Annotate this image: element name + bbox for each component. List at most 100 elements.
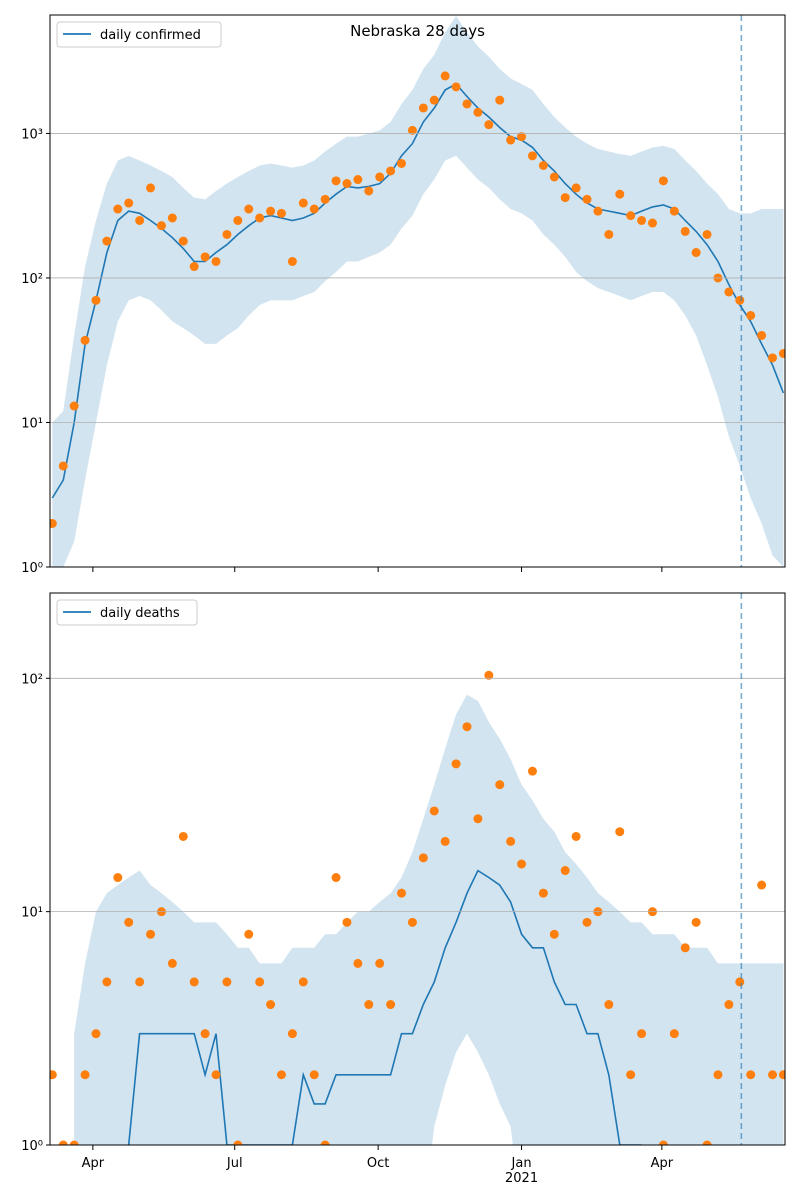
observed-point (440, 836, 450, 846)
observed-point (571, 183, 581, 193)
observed-point (200, 252, 210, 262)
x-tick-label: Jul (226, 1156, 243, 1171)
observed-point (244, 929, 254, 939)
observed-point (58, 461, 68, 471)
x-tick-label: Oct (367, 1156, 389, 1171)
observed-point (724, 287, 734, 297)
observed-point (757, 330, 767, 340)
observed-point (287, 256, 297, 266)
observed-point (495, 95, 505, 105)
legend-label: daily confirmed (100, 28, 201, 43)
observed-point (735, 295, 745, 305)
observed-point (331, 176, 341, 186)
observed-point (211, 1070, 221, 1080)
plot-area (50, 15, 785, 567)
observed-point (702, 229, 712, 239)
observed-point (462, 99, 472, 109)
x-tick-label: Apr (82, 1156, 105, 1171)
observed-point (571, 831, 581, 841)
observed-point (200, 1029, 210, 1039)
observed-point (233, 215, 243, 225)
observed-point (495, 780, 505, 790)
observed-point (222, 977, 232, 987)
observed-point (724, 1000, 734, 1010)
observed-point (451, 82, 461, 92)
observed-point (320, 1140, 330, 1145)
axes-frame (49, 14, 786, 568)
observed-point (364, 1000, 374, 1010)
observed-point (244, 204, 254, 214)
observed-point (484, 670, 494, 680)
observed-point (473, 814, 483, 824)
observed-point (702, 1140, 712, 1145)
observed-point (309, 204, 319, 214)
observed-point (484, 120, 494, 130)
observed-point (255, 977, 265, 987)
observed-point (626, 211, 636, 221)
observed-point (80, 335, 90, 345)
legend-box (56, 21, 222, 48)
observed-point (735, 977, 745, 987)
observed-point (560, 866, 570, 876)
y-tick-label: 10³ (21, 127, 43, 142)
observed-point (222, 229, 232, 239)
observed-point (680, 943, 690, 953)
axes-frame (49, 592, 786, 1146)
observed-point (124, 917, 134, 927)
observed-point (167, 958, 177, 968)
observed-point (386, 1000, 396, 1010)
observed-point (429, 95, 439, 105)
observed-point (135, 977, 145, 987)
confidence-band (52, 15, 784, 567)
observed-point (113, 873, 123, 883)
observed-point (669, 206, 679, 216)
x-tick-label: Apr (651, 1156, 674, 1171)
observed-point (211, 256, 221, 266)
observed-point (746, 310, 756, 320)
observed-point (189, 977, 199, 987)
observed-point (69, 401, 79, 411)
observed-point (407, 917, 417, 927)
chart-title: Nebraska 28 days (350, 22, 485, 40)
observed-point (353, 958, 363, 968)
observed-point (80, 1070, 90, 1080)
series-line (51, 82, 785, 499)
observed-point (615, 827, 625, 837)
observed-point (506, 836, 516, 846)
observed-point (440, 71, 450, 81)
observed-point (266, 1000, 276, 1010)
series-line (127, 869, 642, 1145)
observed-point (102, 977, 112, 987)
observed-point (647, 218, 657, 228)
y-tick-label: 10⁰ (21, 561, 43, 576)
observed-point (342, 179, 352, 189)
observed-point (331, 873, 341, 883)
observed-point (50, 518, 57, 528)
observed-point (560, 193, 570, 203)
observed-point (178, 831, 188, 841)
observed-point (91, 295, 101, 305)
observed-point (386, 166, 396, 176)
y-tick-label: 10⁰ (21, 1139, 43, 1154)
observed-point (637, 215, 647, 225)
observed-point (167, 213, 177, 223)
observed-point (604, 229, 614, 239)
observed-point (462, 722, 472, 732)
observed-point (320, 194, 330, 204)
observed-point (102, 236, 112, 246)
observed-point (527, 151, 537, 161)
observed-point (658, 176, 668, 186)
observed-point (626, 1070, 636, 1080)
observed-point (691, 248, 701, 258)
observed-point (768, 1070, 778, 1080)
observed-point (538, 161, 548, 171)
observed-point (146, 183, 156, 193)
observed-point (407, 125, 417, 135)
observed-point (276, 208, 286, 218)
observed-point (156, 221, 166, 231)
observed-point (582, 917, 592, 927)
observed-point (189, 262, 199, 272)
y-tick-label: 10² (21, 272, 43, 287)
observed-point (527, 766, 537, 776)
observed-point (276, 1070, 286, 1080)
